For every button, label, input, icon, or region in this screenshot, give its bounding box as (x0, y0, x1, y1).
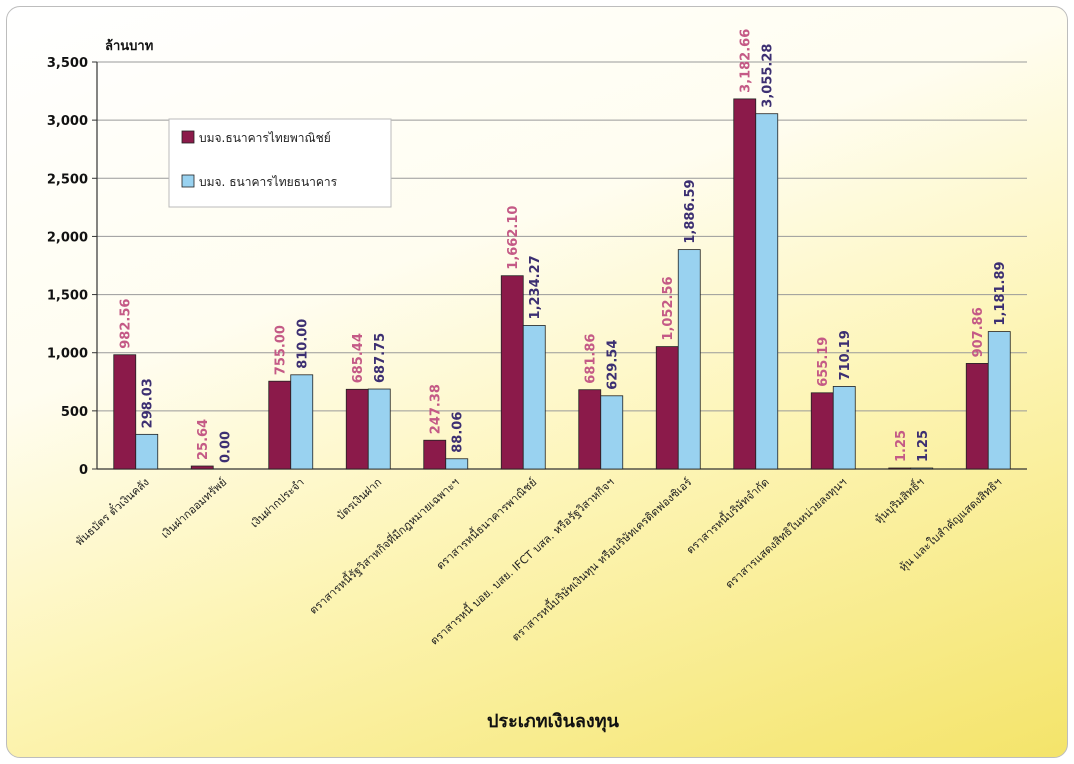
data-label: 3,055.28 (761, 44, 776, 108)
data-label: 1,234.27 (528, 255, 543, 319)
data-label: 1,181.89 (993, 261, 1008, 325)
data-label: 25.64 (196, 419, 211, 460)
x-axis-title: ประเภทเงินลงทุน (487, 711, 620, 733)
category-label: ตราสารหนี้บริษัทจำกัด (682, 474, 771, 556)
data-label: 655.19 (816, 337, 831, 387)
bar-scb-5 (500, 275, 524, 470)
category-label: เงินฝากออมทรัพย์ (159, 476, 230, 541)
y-axis-unit-label: ล้านบาท (105, 38, 153, 54)
legend-swatch (181, 130, 195, 144)
y-axis: 0 500 1,000 1,500 2,000 2,500 3,000 3,500 (47, 56, 1027, 478)
bars (113, 98, 1011, 470)
data-label: 685.44 (351, 333, 366, 383)
bar-bt-11 (987, 331, 1011, 470)
data-label: 710.19 (838, 330, 853, 380)
bar-scb-11 (965, 363, 989, 470)
bar-bt-2 (290, 374, 314, 470)
chart-frame: 0 500 1,000 1,500 2,000 2,500 3,000 3,500 ล้านบ… (6, 6, 1068, 758)
bar-bt-9 (832, 386, 856, 470)
category-label: ตราสารแสดงสิทธิในหน่วยลงทุนฯ (723, 476, 849, 592)
legend-label: บมจ.ธนาคารไทยพาณิชย์ (199, 131, 331, 145)
data-label: 755.00 (274, 325, 289, 375)
bar-chart: 0 500 1,000 1,500 2,000 2,500 3,000 3,500 ล้านบ… (47, 29, 1027, 733)
y-tick-label: 1,500 (47, 289, 88, 304)
bar-bt-8 (755, 113, 779, 470)
legend-label: บมจ. ธนาคารไทยธนาคาร (199, 175, 338, 189)
category-labels: พันธบัตร ตั๋วเงินคลัง เงินฝากออมทรัพย์ เงิ… (71, 474, 1004, 648)
bar-bt-3 (367, 388, 391, 470)
data-label: 1,662.10 (506, 206, 521, 270)
category-label: ตราสารหนี้รัฐวิสาหกิจที่มีกฎหมายเฉพาะฯ (306, 474, 462, 617)
bar-bt-6 (600, 395, 624, 470)
data-label: 810.00 (296, 319, 311, 369)
data-label: 1,886.59 (683, 179, 698, 243)
category-label: เงินฝากประจำ (248, 476, 307, 531)
data-label: 687.75 (373, 333, 388, 383)
data-label: 247.38 (429, 384, 444, 434)
data-label: 298.03 (141, 378, 156, 428)
data-label: 88.06 (451, 412, 466, 453)
bar-scb-8 (733, 98, 757, 470)
category-label: ตราสารหนี้บริษัทเงินทุน หรือบริษัทเครดิต… (508, 474, 694, 644)
bar-scb-10 (888, 467, 912, 470)
bar-scb-3 (345, 388, 369, 470)
bar-scb-1 (190, 465, 214, 470)
category-label: หุ้นบุริมสิทธิ์ฯ (871, 474, 927, 526)
y-tick-label: 2,500 (47, 172, 88, 187)
legend-swatch (181, 174, 195, 188)
y-tick-label: 2,000 (47, 230, 88, 245)
bar-bt-5 (522, 325, 546, 470)
data-label: 0.00 (218, 431, 233, 463)
bar-scb-4 (423, 439, 447, 470)
bar-bt-10 (910, 467, 934, 470)
bar-bt-4 (445, 458, 469, 470)
bar-scb-6 (578, 389, 602, 470)
data-labels: 982.56 298.03 25.64 0.00 755.00 810.00 685.44 6… (119, 29, 1009, 463)
category-label: พันธบัตร ตั๋วเงินคลัง (71, 474, 152, 549)
bar-bt-0 (135, 433, 159, 470)
legend: บมจ.ธนาคารไทยพาณิชย์บมจ. ธนาคารไทยธนาคาร (168, 118, 392, 208)
data-label: 1.25 (916, 430, 931, 462)
bar-scb-7 (655, 346, 679, 470)
y-tick-label: 0 (79, 463, 88, 478)
data-label: 982.56 (119, 299, 134, 349)
bar-scb-0 (113, 354, 137, 470)
y-tick-label: 500 (61, 405, 88, 420)
y-tick-label: 3,000 (47, 114, 88, 129)
y-tick-label: 3,500 (47, 56, 88, 71)
category-label: บัตรเงินฝาก (334, 476, 384, 523)
legend-box (168, 118, 392, 208)
data-label: 3,182.66 (739, 29, 754, 93)
bar-bt-7 (677, 249, 701, 470)
data-label: 1.25 (894, 430, 909, 462)
y-tick-label: 1,000 (47, 347, 88, 362)
bar-scb-2 (268, 380, 292, 470)
data-label: 1,052.56 (661, 276, 676, 340)
data-label: 629.54 (606, 340, 621, 390)
data-label: 681.86 (584, 334, 599, 384)
bar-scb-9 (810, 392, 834, 470)
data-label: 907.86 (971, 307, 986, 357)
